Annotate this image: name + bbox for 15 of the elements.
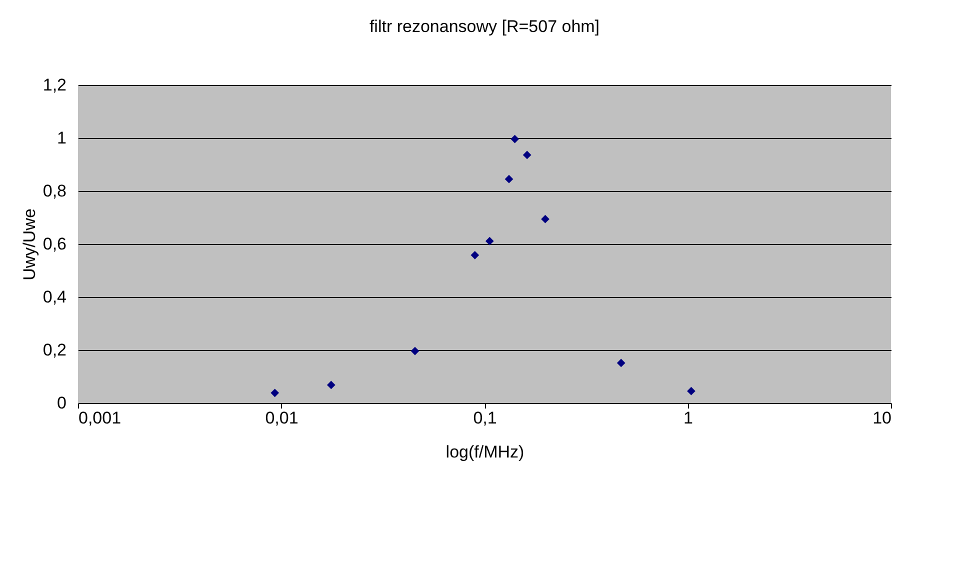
x-tick-label: 10 (872, 408, 892, 428)
chart-title: filtr rezonansowy [R=507 ohm] (369, 17, 600, 36)
y-tick-label: 0,6 (42, 234, 66, 254)
y-axis-title: Uwy/Uwe (20, 208, 39, 280)
y-tick-label: 0,2 (42, 340, 66, 360)
x-tick-label: 0,01 (265, 408, 298, 428)
x-axis-title: log(f/MHz) (446, 442, 524, 462)
x-tick-label: 1 (684, 408, 693, 428)
y-tick-label: 1,2 (42, 76, 66, 94)
x-tick-label: 0,1 (473, 408, 497, 428)
y-tick-label: 1 (57, 128, 66, 148)
y-tick-label: 0 (57, 394, 66, 412)
y-tick-label: 0,4 (42, 288, 66, 306)
x-tick-label: 0,001 (78, 408, 122, 428)
y-tick-label: 0,8 (42, 182, 66, 200)
